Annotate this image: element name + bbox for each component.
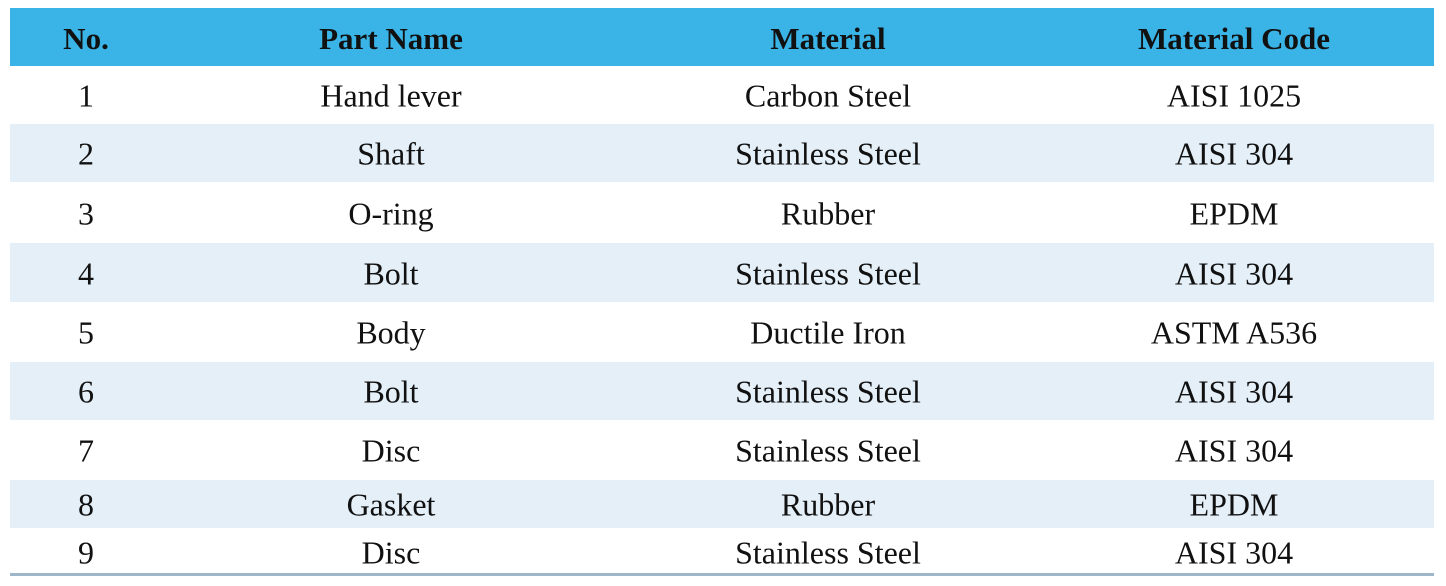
- table-cell: ASTM A536: [1150, 314, 1318, 351]
- bottom-rule: [10, 573, 1434, 576]
- table-cell: O-ring: [348, 195, 434, 231]
- table-cell: AISI 1025: [1166, 77, 1302, 114]
- table-cell: AISI 304: [1174, 534, 1294, 570]
- table-cell: AISI 304: [1174, 373, 1294, 410]
- table-cell: Rubber: [780, 195, 876, 231]
- table-cell: Disc: [361, 534, 421, 570]
- table-cell: Rubber: [780, 486, 876, 523]
- table-cell: Shaft: [357, 135, 425, 172]
- row-band: [10, 480, 1434, 528]
- table-cell: 2: [78, 135, 94, 172]
- table-cell: Ductile Iron: [750, 314, 906, 351]
- table-cell: Hand lever: [320, 77, 462, 114]
- table-cell: Bolt: [363, 373, 419, 410]
- table-cell: 5: [78, 314, 94, 351]
- header-cell: Part Name: [319, 21, 463, 56]
- table-cell: AISI 304: [1174, 135, 1294, 172]
- row-band: [10, 124, 1434, 182]
- row-band: [10, 362, 1434, 420]
- table-cell: Gasket: [346, 486, 436, 523]
- table-cell: 3: [78, 195, 94, 231]
- row-band: [10, 243, 1434, 302]
- table-cell: Stainless Steel: [735, 373, 921, 410]
- table-cell: 9: [78, 534, 94, 570]
- table-cell: Stainless Steel: [735, 534, 921, 570]
- table-cell: 1: [78, 77, 94, 114]
- table-cell: Stainless Steel: [735, 135, 921, 172]
- header-band: [10, 8, 1434, 66]
- header-cell: Material Code: [1138, 21, 1330, 56]
- table-cell: Bolt: [363, 255, 419, 291]
- table-cell: Carbon Steel: [744, 77, 912, 114]
- table-cell: Stainless Steel: [735, 432, 921, 469]
- table-cell: AISI 304: [1174, 255, 1294, 291]
- table-cell: EPDM: [1189, 195, 1279, 231]
- table-cell: 6: [78, 373, 94, 410]
- table-cell: Disc: [361, 432, 421, 469]
- header-cell: Material: [770, 21, 886, 56]
- table-cell: 7: [78, 432, 94, 469]
- table-cell: Stainless Steel: [735, 255, 921, 291]
- table-cell: AISI 304: [1174, 432, 1294, 469]
- header-cell: No.: [63, 21, 109, 56]
- table-cell: 4: [78, 255, 94, 291]
- table-cell: 8: [78, 486, 94, 523]
- table-cell: EPDM: [1189, 486, 1279, 523]
- table-cell: Body: [356, 314, 426, 351]
